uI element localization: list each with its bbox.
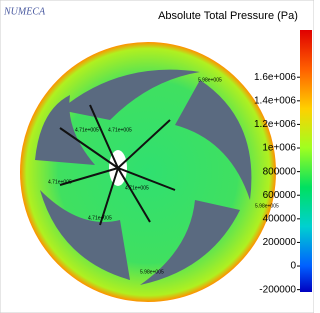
tick-label: 1.4e+006 xyxy=(254,95,296,106)
tick-label: 400000 xyxy=(263,213,297,224)
annotation: 4.71e+005 xyxy=(48,179,72,185)
tick-label: 800000 xyxy=(263,166,297,177)
annotation: 5.98e+005 xyxy=(198,77,222,83)
annotation: 4.71e+005 xyxy=(108,127,132,133)
tick-label: 1.6e+006 xyxy=(254,72,296,83)
annotation: 4.71e+005 xyxy=(75,127,99,133)
tick-label: 600000 xyxy=(263,190,297,201)
annotation: 5.98e+005 xyxy=(255,203,279,209)
tick-label: 1e+006 xyxy=(262,143,296,154)
impeller xyxy=(20,42,276,302)
tick-label: 0 xyxy=(290,261,296,272)
tick-label: -200000 xyxy=(259,284,296,295)
title: Absolute Total Pressure (Pa) xyxy=(158,10,298,22)
annotation: 4.71e+005 xyxy=(88,215,112,221)
tick-label: 1.2e+006 xyxy=(254,119,296,130)
logo: NUMECA xyxy=(3,6,46,17)
colorbar xyxy=(300,30,312,292)
tick-label: 200000 xyxy=(263,237,297,248)
annotation: 4.71e+005 xyxy=(125,185,149,191)
annotation: 5.98e+005 xyxy=(140,269,164,275)
screenshot: NUMECA Absolute Total Pressure (Pa) 5.98… xyxy=(0,0,314,313)
